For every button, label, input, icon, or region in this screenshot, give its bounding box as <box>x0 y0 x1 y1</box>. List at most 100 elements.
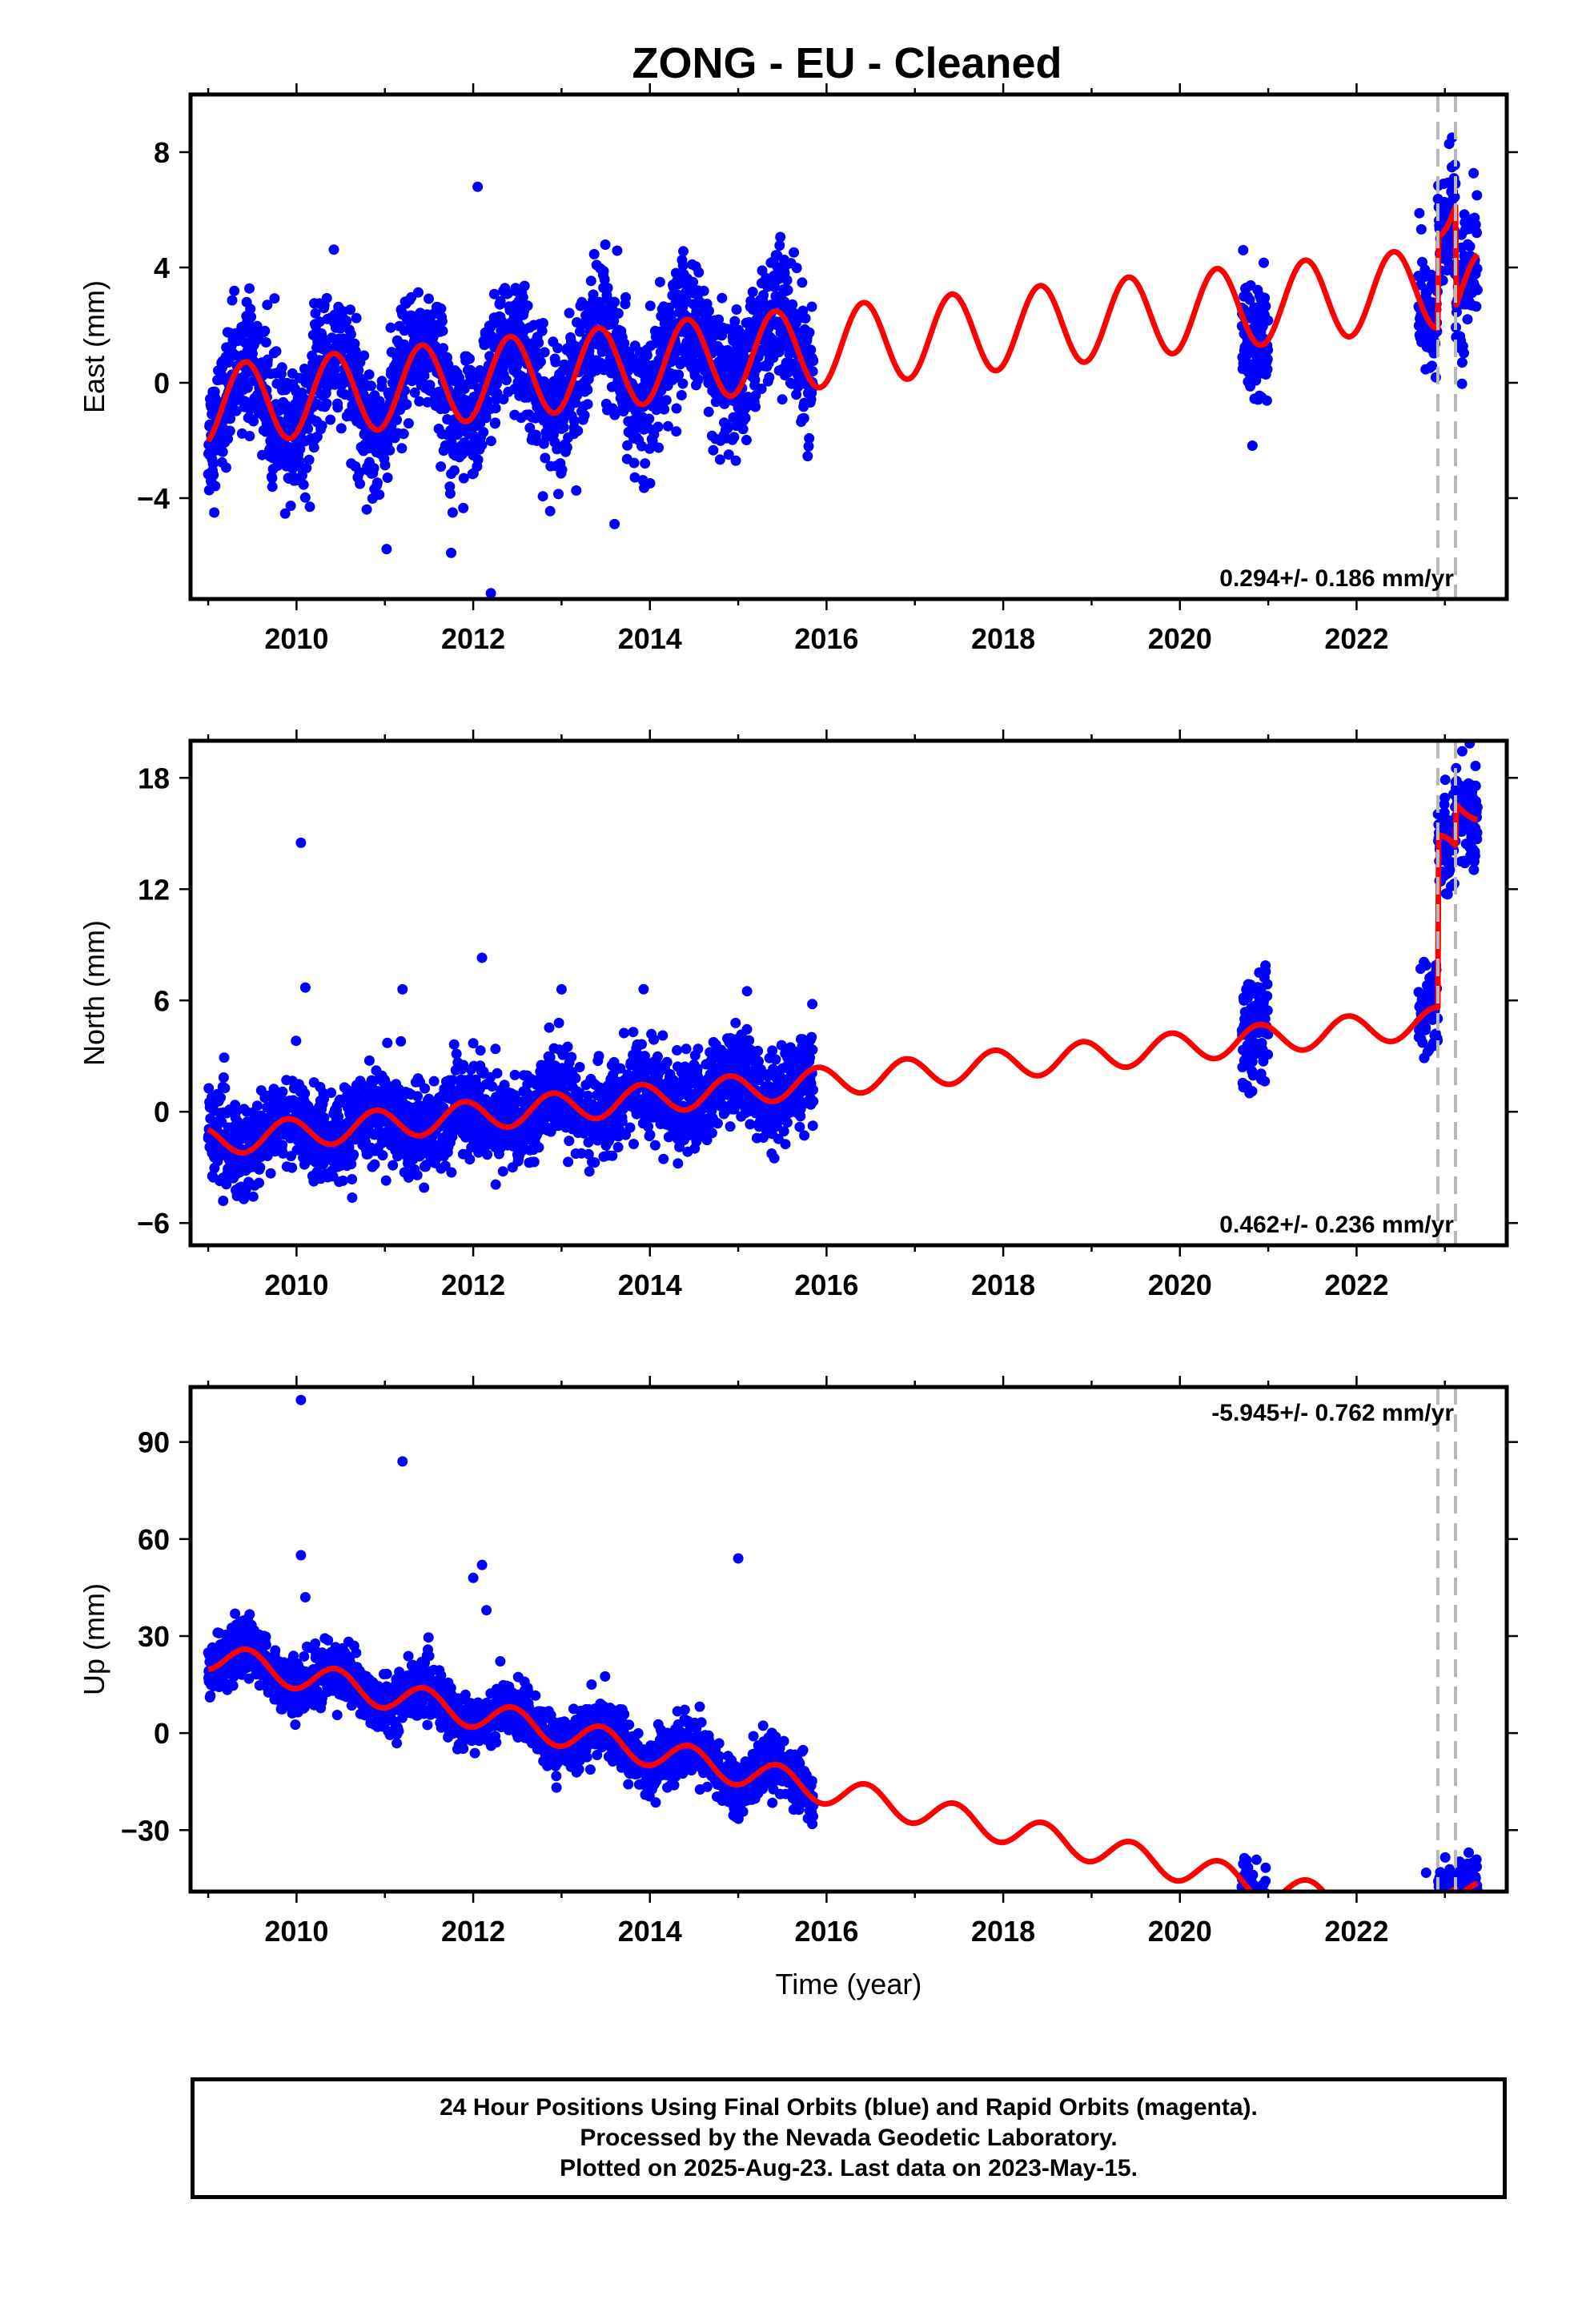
data-point <box>464 353 475 364</box>
data-point <box>602 283 613 294</box>
data-point <box>303 423 314 434</box>
data-point <box>1468 167 1480 179</box>
data-point <box>424 293 434 304</box>
data-point <box>722 423 733 433</box>
data-point <box>374 489 385 501</box>
data-point <box>704 305 714 316</box>
data-point <box>1456 357 1468 368</box>
data-point <box>359 350 370 361</box>
data-point <box>330 364 341 375</box>
data-point <box>544 505 556 517</box>
data-point <box>714 454 725 465</box>
data-point <box>353 364 364 376</box>
data-point <box>730 356 741 367</box>
data-point <box>782 284 793 296</box>
data-point <box>1462 314 1473 325</box>
data-point <box>804 327 815 338</box>
data-point <box>688 276 699 287</box>
data-point <box>564 1136 575 1147</box>
data-point <box>377 1150 388 1161</box>
data-point <box>449 465 460 476</box>
data-point <box>808 1096 819 1107</box>
data-point <box>391 414 403 425</box>
data-point <box>653 442 665 453</box>
x-tick-label: 2014 <box>618 622 682 655</box>
data-point <box>723 449 734 460</box>
data-point <box>564 308 575 319</box>
data-point <box>492 1068 503 1079</box>
data-point <box>376 376 387 387</box>
data-point <box>401 399 412 410</box>
data-point <box>761 272 772 283</box>
data-point <box>219 1083 231 1094</box>
data-point <box>207 458 219 469</box>
data-point <box>310 308 321 319</box>
data-point <box>636 1039 647 1050</box>
data-point <box>208 469 219 480</box>
data-point <box>758 290 769 301</box>
data-point <box>437 325 448 336</box>
data-point <box>267 481 278 493</box>
data-point <box>808 356 819 366</box>
data-point <box>657 1030 669 1041</box>
data-point <box>308 442 319 453</box>
data-point <box>750 401 761 412</box>
data-point <box>454 372 464 384</box>
data-point <box>747 287 758 297</box>
data-point <box>1259 257 1269 268</box>
data-point <box>472 454 484 465</box>
data-point <box>332 402 343 413</box>
data-point <box>1427 360 1438 372</box>
data-point <box>501 375 512 386</box>
data-point <box>209 507 220 518</box>
data-point <box>791 389 802 400</box>
data-point <box>629 472 640 483</box>
data-point <box>262 354 273 365</box>
data-point <box>566 1051 577 1063</box>
data-point <box>210 480 221 492</box>
data-point <box>594 296 605 308</box>
data-point <box>673 1158 684 1169</box>
data-point <box>428 1076 440 1087</box>
data-point <box>1263 315 1274 326</box>
data-point <box>561 442 572 453</box>
data-point <box>678 246 689 257</box>
data-point <box>550 356 561 368</box>
data-point <box>717 292 728 304</box>
data-point <box>490 1179 501 1190</box>
data-point <box>260 337 271 348</box>
data-point <box>476 440 488 451</box>
data-point <box>345 304 355 316</box>
data-point <box>599 274 610 285</box>
data-point <box>558 422 569 433</box>
data-point <box>219 1052 230 1063</box>
data-point <box>620 292 631 303</box>
data-point <box>1238 244 1249 255</box>
data-point <box>757 299 769 310</box>
data-point <box>807 1044 818 1055</box>
data-point <box>497 1166 508 1177</box>
data-point <box>1261 395 1272 406</box>
data-point <box>654 276 665 287</box>
data-point <box>227 295 238 306</box>
plot-area-north <box>203 741 1483 1245</box>
data-point <box>618 1027 629 1039</box>
x-tick-label: 2022 <box>1324 622 1388 655</box>
data-point <box>271 346 282 357</box>
data-point <box>764 372 775 383</box>
data-point <box>337 1175 348 1186</box>
data-point <box>638 983 649 995</box>
data-point <box>744 1035 755 1046</box>
x-tick-label: 2016 <box>794 622 858 655</box>
data-point <box>285 501 296 512</box>
data-point <box>563 1156 574 1168</box>
data-point <box>622 440 633 451</box>
x-tick-label: 2020 <box>1148 622 1212 655</box>
data-point <box>398 428 409 440</box>
data-point <box>807 999 818 1010</box>
data-point <box>509 1069 520 1080</box>
data-point <box>316 420 327 432</box>
data-point <box>1456 378 1468 389</box>
data-point <box>1472 190 1483 201</box>
data-point <box>259 325 271 336</box>
